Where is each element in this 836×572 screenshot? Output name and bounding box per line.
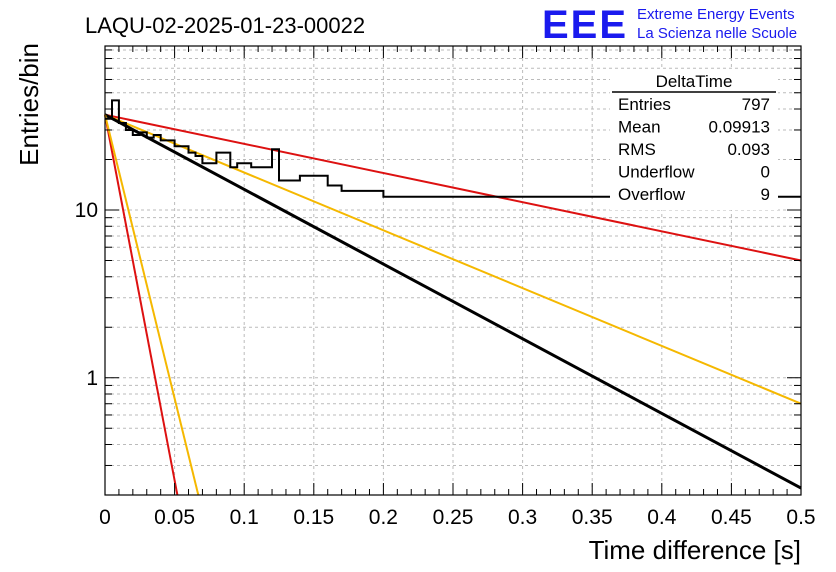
grid-lines [105,46,801,496]
y-tick-label: 1 [86,367,98,390]
stats-value: 0 [761,163,770,182]
axes: 0 0.05 0.1 0.15 0.2 0.25 0.3 0.35 0.4 0.45 0.5 1 10 [75,45,816,529]
fit-curve-yellow [104,114,200,496]
logo-line-1: Extreme Energy Events [637,6,795,23]
x-tick-label: 0.2 [369,506,398,529]
logo-line-2: La Scienza nelle Scuole [637,25,797,42]
x-tick-label: 0.4 [647,506,677,529]
stats-rows: Entries 797 Mean 0.09913 RMS 0.093 Underflow 0 O… [618,95,770,204]
stats-label: Mean [618,118,661,137]
stats-value: 797 [742,95,770,114]
x-tick-label: 0.15 [293,506,334,529]
x-tick-label: 0.1 [230,506,259,529]
stats-title: DeltaTime [656,72,733,91]
x-tick-label: 0.3 [508,506,537,529]
run-title: LAQU-02-2025-01-23-00022 [85,13,365,38]
x-tick-label: 0.05 [154,506,195,529]
y-tick-label: 10 [75,199,98,222]
fit-curve-black [104,113,802,490]
eee-logo: EEE [542,3,628,47]
x-tick-label: 0 [99,506,111,529]
stats-value: 0.09913 [709,118,770,137]
x-tick-label: 0.35 [572,506,613,529]
x-tick-label: 0.5 [786,506,815,529]
y-axis-label: Entries/bin [14,43,44,166]
stats-label: Underflow [618,163,695,182]
stats-box: DeltaTime Entries 797 Mean 0.09913 RMS 0.093 U… [610,70,778,210]
stats-label: RMS [618,140,656,159]
stats-label: Overflow [618,185,686,204]
fit-curve-red [104,114,179,496]
fit-curves [104,113,802,496]
stats-value: 0.093 [727,140,770,159]
fit-curve-yellow [104,113,802,405]
fit-curve-red [104,113,802,262]
stats-label: Entries [618,95,671,114]
stats-value: 9 [761,185,770,204]
x-tick-label: 0.25 [433,506,474,529]
stats-box-bg [610,70,778,210]
x-tick-label: 0.45 [711,506,752,529]
x-axis-label: Time difference [s] [589,535,801,565]
